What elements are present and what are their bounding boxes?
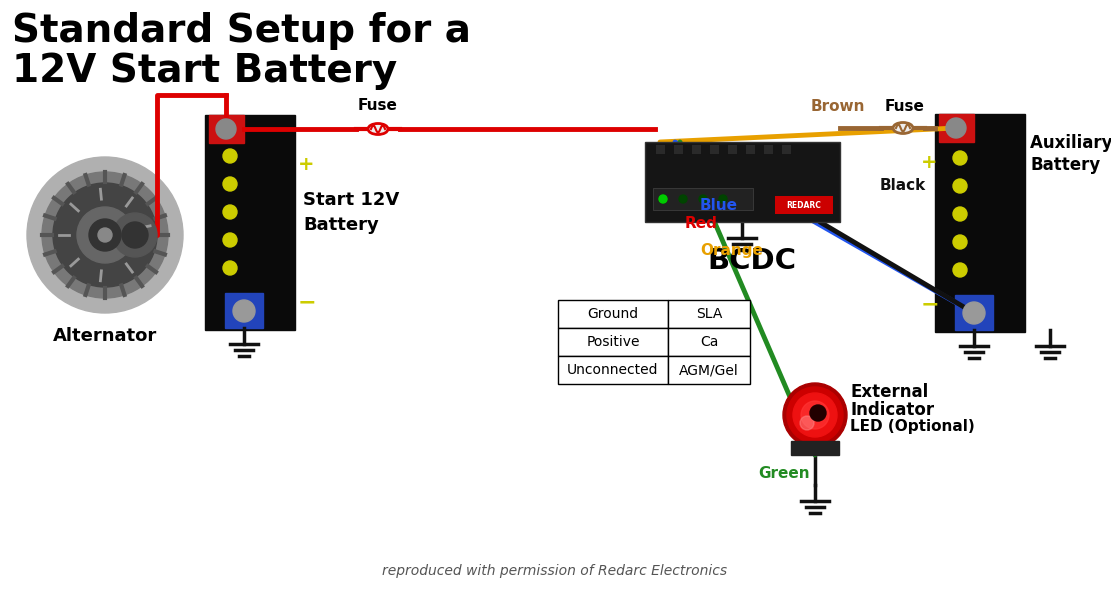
Text: SLA: SLA (695, 307, 722, 321)
Circle shape (800, 416, 814, 430)
Bar (668, 356, 750, 384)
Circle shape (953, 207, 967, 221)
Bar (763, 144, 773, 154)
Text: BCDC: BCDC (708, 247, 797, 275)
Circle shape (719, 195, 727, 203)
Bar (558, 356, 668, 384)
Text: +: + (298, 155, 314, 175)
Bar (668, 328, 750, 356)
Circle shape (223, 233, 237, 247)
Bar (206, 115, 296, 330)
Text: Alternator: Alternator (53, 327, 157, 345)
Ellipse shape (893, 122, 913, 133)
Text: Indicator: Indicator (850, 401, 934, 419)
Text: Green: Green (759, 466, 810, 481)
Text: REDARC: REDARC (787, 200, 821, 209)
Text: Orange: Orange (700, 242, 763, 257)
Text: Fuse: Fuse (358, 98, 398, 113)
Circle shape (787, 387, 843, 443)
Circle shape (42, 172, 168, 298)
Bar (645, 142, 840, 222)
Text: AGM/Gel: AGM/Gel (679, 363, 739, 377)
Circle shape (223, 149, 237, 163)
Circle shape (223, 177, 237, 191)
Circle shape (801, 401, 829, 429)
Text: Standard Setup for a: Standard Setup for a (12, 12, 471, 50)
Bar (691, 144, 701, 154)
Bar (558, 300, 668, 328)
Circle shape (953, 235, 967, 249)
Bar (653, 188, 753, 210)
Bar (668, 300, 750, 328)
Circle shape (953, 263, 967, 277)
Circle shape (233, 300, 256, 322)
Circle shape (679, 195, 687, 203)
Circle shape (810, 405, 825, 421)
Ellipse shape (368, 124, 388, 134)
Circle shape (27, 157, 183, 313)
Circle shape (53, 183, 157, 287)
Text: LED (Optional): LED (Optional) (850, 419, 974, 434)
Text: Brown: Brown (811, 99, 865, 114)
Text: 12V Start Battery: 12V Start Battery (12, 52, 398, 90)
Bar (775, 196, 833, 214)
Circle shape (77, 207, 133, 263)
Text: Battery: Battery (1030, 156, 1100, 174)
Text: Blue: Blue (700, 197, 738, 212)
Text: reproduced with permission of Redarc Electronics: reproduced with permission of Redarc Ele… (382, 564, 728, 578)
Circle shape (953, 151, 967, 165)
Circle shape (122, 222, 148, 248)
Bar (655, 144, 665, 154)
Bar (558, 328, 668, 356)
Bar (709, 144, 719, 154)
Circle shape (953, 179, 967, 193)
Circle shape (659, 195, 667, 203)
Text: Positive: Positive (587, 335, 640, 349)
Circle shape (113, 213, 157, 257)
Text: Auxiliary 12V: Auxiliary 12V (1030, 134, 1111, 152)
Circle shape (216, 119, 236, 139)
Circle shape (963, 302, 985, 324)
Bar (939, 114, 974, 142)
Bar (935, 114, 1025, 332)
Text: Black: Black (880, 178, 927, 193)
Circle shape (98, 228, 112, 242)
Text: External: External (850, 383, 929, 401)
Text: Red: Red (685, 215, 718, 230)
Circle shape (89, 219, 121, 251)
Text: +: + (921, 152, 938, 172)
Bar (209, 115, 244, 143)
Circle shape (945, 118, 965, 138)
Text: −: − (921, 294, 940, 314)
Circle shape (659, 195, 667, 203)
Text: Ca: Ca (700, 335, 718, 349)
Circle shape (223, 261, 237, 275)
Bar (791, 441, 839, 455)
Text: Start 12V: Start 12V (303, 191, 399, 209)
Circle shape (783, 383, 847, 447)
Bar (727, 144, 737, 154)
Text: −: − (298, 292, 317, 312)
Bar (781, 144, 791, 154)
Text: Unconnected: Unconnected (568, 363, 659, 377)
Bar (955, 295, 993, 330)
Circle shape (793, 393, 837, 437)
Circle shape (699, 195, 707, 203)
Bar (673, 144, 683, 154)
Bar (226, 293, 263, 328)
Text: Battery: Battery (303, 216, 379, 234)
Circle shape (223, 205, 237, 219)
Bar (745, 144, 755, 154)
Text: Fuse: Fuse (885, 99, 925, 114)
Text: Ground: Ground (588, 307, 639, 321)
